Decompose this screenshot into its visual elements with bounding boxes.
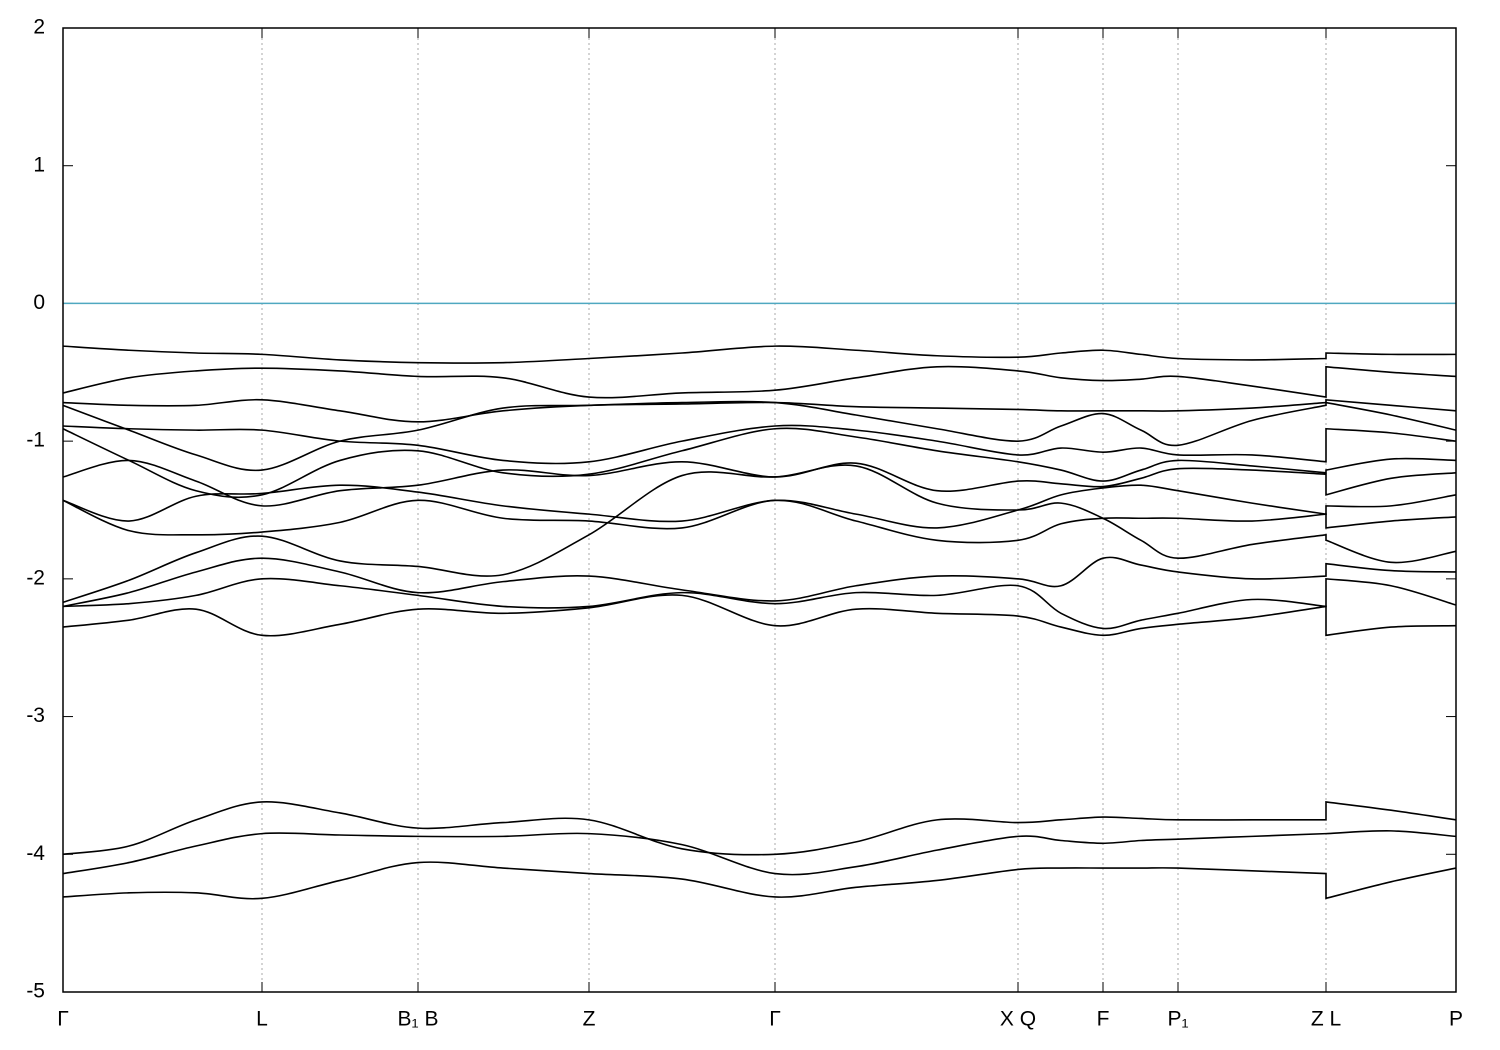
band-line (62, 400, 1457, 472)
band-line (62, 464, 1457, 604)
x-tick-label: L (256, 1008, 268, 1031)
band-line (62, 861, 1457, 900)
band-line (62, 801, 1457, 856)
y-tick-label: -2 (26, 566, 45, 589)
y-tick-label: -3 (26, 704, 45, 727)
band-line (62, 345, 1457, 364)
band-line (62, 499, 1457, 544)
band-line (62, 577, 1457, 630)
y-tick-label: -1 (26, 429, 45, 452)
x-tick-label: P₁ (1167, 1008, 1188, 1031)
band-line (62, 484, 1457, 529)
x-tick-label: Z L (1311, 1008, 1341, 1031)
y-tick-label: -5 (26, 980, 45, 1003)
band-line (62, 459, 1457, 507)
x-tick-label: X Q (1000, 1008, 1036, 1031)
y-tick-label: 2 (33, 16, 45, 39)
band-line (62, 427, 1457, 499)
band-line (62, 365, 1457, 399)
band-line (62, 398, 1457, 423)
plot-frame (62, 27, 1457, 993)
y-tick-label: 0 (33, 291, 45, 314)
x-tick-label: Γ (57, 1008, 69, 1031)
x-tick-label: Γ (769, 1008, 781, 1031)
x-tick-label: B₁ B (398, 1008, 439, 1031)
x-tick-label: F (1097, 1008, 1110, 1031)
y-tick-label: -4 (26, 842, 45, 865)
x-tick-label: Z (583, 1008, 596, 1031)
y-tick-label: 1 (33, 153, 45, 176)
x-tick-label: P (1449, 1008, 1463, 1031)
band-line (62, 556, 1457, 608)
band-line (62, 594, 1457, 637)
band-line (62, 424, 1457, 465)
band-line (62, 830, 1457, 876)
